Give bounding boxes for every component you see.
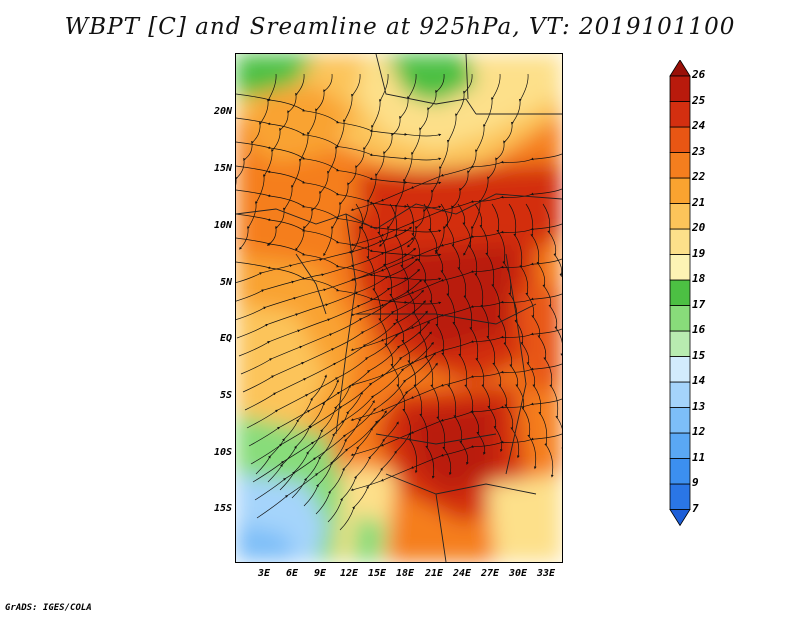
map-plot — [235, 53, 563, 563]
longitude-label: 27E — [480, 568, 500, 579]
legend-level-label: 17 — [692, 297, 706, 311]
longitude-label: 21E — [424, 568, 444, 579]
legend-level-label: 9 — [692, 476, 699, 489]
legend-level-label: 14 — [692, 374, 706, 387]
color-legend-bar — [669, 60, 691, 527]
legend-swatch — [669, 228, 691, 255]
longitude-label: 3E — [257, 568, 271, 579]
longitude-label: 30E — [508, 568, 528, 579]
legend-swatch — [669, 356, 691, 383]
legend-level-label: 12 — [692, 425, 706, 438]
longitude-label: 24E — [452, 568, 472, 579]
latitude-label: 5N — [219, 277, 232, 288]
temperature-fill — [236, 54, 562, 562]
legend-swatch — [669, 203, 691, 230]
legend-swatch — [669, 126, 691, 153]
legend-level-label: 11 — [692, 450, 706, 464]
legend-level-label: 26 — [692, 68, 706, 81]
legend-level-label: 23 — [692, 144, 706, 158]
legend-level-label: 19 — [692, 246, 706, 260]
longitude-label: 12E — [339, 568, 359, 579]
legend-swatch — [669, 483, 691, 510]
legend-level-label: 7 — [692, 501, 699, 515]
latitude-label: 10S — [213, 447, 232, 458]
chart-title: WBPT [C] and Sreamline at 925hPa, VT: 20… — [64, 14, 736, 40]
latitude-label: 20N — [213, 106, 232, 117]
legend-level-label: 13 — [692, 399, 706, 413]
software-credit: GrADS: IGES/COLA — [5, 603, 92, 613]
longitude-label: 18E — [395, 568, 415, 579]
latitude-label: 15N — [213, 163, 232, 174]
longitude-label: 33E — [536, 568, 556, 579]
latitude-label: 15S — [213, 503, 232, 514]
legend-swatch — [669, 330, 691, 357]
legend-swatch — [669, 279, 691, 306]
legend-swatch — [669, 177, 691, 204]
legend-level-label: 25 — [692, 93, 706, 107]
legend-level-label: 16 — [692, 323, 706, 336]
legend-level-label: 15 — [692, 348, 706, 362]
longitude-label: 9E — [313, 568, 327, 579]
longitude-label: 15E — [367, 568, 387, 579]
map-canvas — [236, 54, 562, 562]
legend-swatch — [669, 101, 691, 128]
legend-level-label: 18 — [692, 272, 706, 285]
country-borders — [236, 54, 562, 562]
legend-swatch — [669, 407, 691, 434]
legend-swatch — [669, 254, 691, 281]
legend-swatch — [669, 432, 691, 459]
latitude-label: 10N — [213, 220, 232, 231]
legend-level-label: 24 — [692, 119, 706, 132]
streamline-layer — [236, 73, 562, 531]
latitude-label: 5S — [219, 390, 232, 401]
longitude-label: 6E — [285, 568, 299, 579]
latitude-label: EQ — [219, 333, 232, 344]
legend-level-label: 21 — [692, 195, 706, 209]
legend-level-label: 20 — [692, 221, 706, 234]
legend-swatch — [669, 458, 691, 485]
legend-swatch — [669, 381, 691, 408]
legend-min-arrow — [669, 509, 691, 527]
legend-swatch — [669, 305, 691, 332]
legend-swatch — [669, 152, 691, 179]
legend-max-arrow — [669, 60, 691, 77]
legend-swatch — [669, 75, 691, 102]
legend-level-label: 22 — [692, 170, 706, 183]
